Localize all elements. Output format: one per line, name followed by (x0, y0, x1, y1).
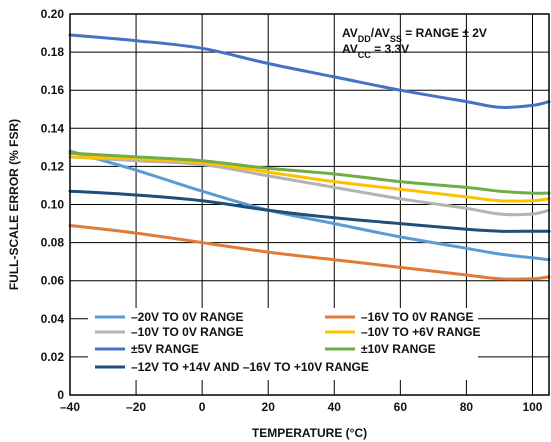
plot-lines (68, 33, 551, 281)
legend-label-1: –16V TO 0V RANGE (361, 310, 474, 324)
legend-label-6: –12V TO +14V AND –16V TO +10V RANGE (131, 360, 369, 374)
x-tick-label: –20 (126, 400, 146, 414)
series-line-3 (68, 155, 551, 203)
y-tick-label: 0.08 (41, 236, 65, 250)
legend-label-2: –10V TO 0V RANGE (131, 325, 244, 339)
x-tick-label: 60 (394, 400, 408, 414)
series-line-4 (68, 33, 551, 109)
y-axis-label: FULL-SCALE ERROR (% FSR) (7, 119, 21, 290)
y-tick-label: 0.10 (41, 198, 65, 212)
y-tick-label: 0.02 (41, 350, 65, 364)
legend-background (88, 308, 478, 380)
y-tick-label: 0.20 (41, 7, 65, 21)
y-tick-label: 0.18 (41, 45, 65, 59)
series-line-0 (68, 149, 551, 262)
y-tick-label: 0.06 (41, 274, 65, 288)
x-axis-label: TEMPERATURE (°C) (252, 426, 367, 440)
x-tick-label: 20 (262, 400, 276, 414)
series-line-6 (68, 189, 551, 233)
series-line-1 (68, 224, 551, 281)
series-line-2 (68, 155, 551, 217)
y-tick-label: 0 (57, 388, 64, 402)
x-tick-label: 0 (199, 400, 206, 414)
y-tick-label: 0.14 (41, 121, 65, 135)
legend-label-0: –20V TO 0V RANGE (131, 310, 244, 324)
legend-label-4: ±5V RANGE (131, 342, 199, 356)
x-tick-label: 100 (522, 400, 542, 414)
legend-label-5: ±10V RANGE (361, 342, 436, 356)
plot-frame (69, 13, 550, 396)
legend: –20V TO 0V RANGE –16V TO 0V RANGE–10V TO … (95, 310, 481, 374)
annotation-line-1: AVDD/AVSS = RANGE ± 2V (342, 26, 487, 44)
series-line-5 (68, 151, 551, 195)
annotation-line-2: AVCC = 3.3V (342, 42, 409, 60)
legend-label-3: –10V TO +6V RANGE (361, 325, 481, 339)
x-tick-label: 80 (460, 400, 474, 414)
x-tick-label: –40 (60, 400, 80, 414)
tick-labels: –40 –20 0 20 40 60 80 100 0 0.02 0.04 0.06 0.08 0.10 0… (41, 7, 543, 414)
y-tick-label: 0.04 (41, 312, 65, 326)
y-tick-label: 0.16 (41, 83, 65, 97)
x-tick-label: 40 (328, 400, 342, 414)
y-tick-label: 0.12 (41, 159, 65, 173)
